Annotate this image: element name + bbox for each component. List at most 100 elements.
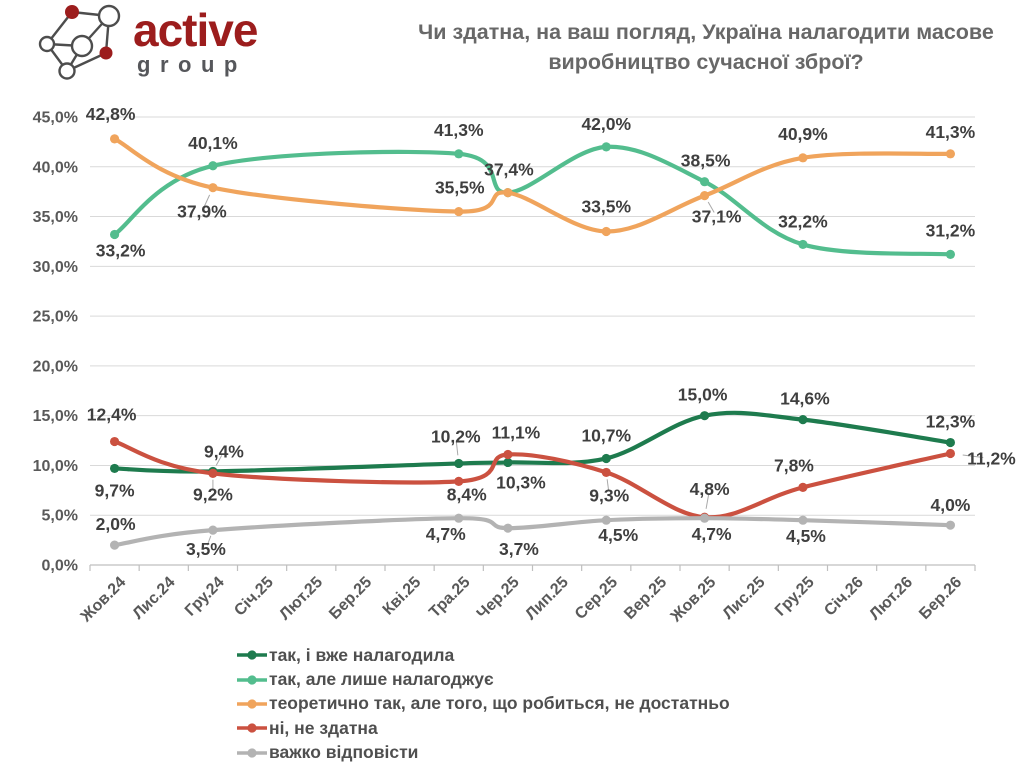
series-points-0 bbox=[109, 411, 956, 477]
data-label: 10,3% bbox=[496, 472, 546, 492]
data-point bbox=[208, 161, 218, 171]
data-label: 31,2% bbox=[926, 220, 976, 240]
y-axis-labels: 0,0% 5,0% 10,0% 15,0% 20,0% 25,0% 30,0% 35,0% 40… bbox=[33, 110, 78, 575]
legend-item-1: так, але лише налагоджує bbox=[237, 667, 957, 691]
data-label: 15,0% bbox=[678, 385, 728, 405]
data-point bbox=[109, 134, 120, 144]
y-axis-tick-label: 25,0% bbox=[33, 309, 78, 326]
data-point bbox=[601, 226, 611, 237]
data-point bbox=[454, 476, 464, 486]
series-labels-2: 42,8% 37,9% 35,5%37,4% 33,5% 37,1% 40,9% 41,3% bbox=[86, 104, 976, 227]
company-logo: active group bbox=[0, 0, 330, 95]
gridlines bbox=[90, 116, 975, 516]
data-point bbox=[699, 411, 710, 421]
data-label: 42,0% bbox=[581, 114, 631, 134]
y-axis-tick-label: 10,0% bbox=[33, 458, 78, 475]
logo-network-icon bbox=[38, 4, 121, 80]
data-point bbox=[699, 513, 710, 523]
x-axis-tick-label: Жов.25 bbox=[667, 574, 719, 626]
data-point bbox=[699, 191, 710, 201]
data-point bbox=[503, 449, 513, 460]
data-label: 9,2% bbox=[193, 484, 233, 504]
data-point bbox=[109, 540, 120, 550]
data-label: 4,7% bbox=[426, 524, 466, 544]
data-label: 8,4% bbox=[447, 484, 487, 504]
legend-marker-icon bbox=[237, 723, 267, 733]
x-axis-tick-label: Бер.26 bbox=[916, 574, 965, 623]
data-label: 4,8% bbox=[690, 479, 730, 499]
data-point bbox=[798, 515, 808, 525]
legend-item-2: теоретично так, але того, що робиться, н… bbox=[237, 692, 957, 716]
data-label: 9,3% bbox=[589, 485, 629, 505]
data-label: 10,7% bbox=[581, 425, 631, 445]
data-point bbox=[945, 520, 956, 530]
series-points-4 bbox=[109, 513, 956, 550]
data-point bbox=[601, 142, 611, 152]
data-point bbox=[798, 239, 808, 250]
data-label: 35,5% bbox=[435, 178, 485, 198]
legend-item-4: важко відповісти bbox=[237, 741, 957, 765]
x-axis-tick-label: Тра.25 bbox=[426, 574, 474, 622]
data-point bbox=[109, 229, 120, 240]
data-label: 9,4% bbox=[204, 441, 244, 461]
series-line-1 bbox=[112, 144, 953, 257]
data-point bbox=[503, 457, 513, 468]
x-axis-tick-label: Лис.25 bbox=[720, 574, 769, 623]
x-axis-tick-label: Січ.26 bbox=[821, 574, 867, 620]
series-points-2 bbox=[109, 134, 956, 237]
data-point bbox=[798, 153, 808, 163]
data-point bbox=[798, 415, 808, 425]
data-point bbox=[454, 206, 464, 217]
data-label: 7,8% bbox=[774, 455, 814, 475]
data-label: 4,0% bbox=[930, 495, 970, 515]
y-axis-tick-label: 5,0% bbox=[42, 508, 78, 525]
data-point bbox=[798, 482, 808, 492]
legend-label: так, і вже налагодила bbox=[269, 644, 455, 665]
x-axis-tick-label: Січ.25 bbox=[231, 574, 277, 620]
data-label: 12,4% bbox=[87, 405, 137, 425]
y-axis-tick-label: 20,0% bbox=[33, 358, 78, 375]
chart-legend: так, і вже налагодила так, але лише налаг… bbox=[237, 643, 957, 765]
legend-item-0: так, і вже налагодила bbox=[237, 643, 957, 667]
x-axis-tick-label: Чер.25 bbox=[474, 574, 523, 623]
legend-marker-icon bbox=[237, 699, 267, 709]
data-label: 33,5% bbox=[581, 196, 631, 216]
x-axis bbox=[89, 564, 976, 571]
data-point bbox=[208, 468, 218, 479]
data-label: 32,2% bbox=[778, 211, 828, 231]
data-point bbox=[601, 515, 611, 525]
legend-marker-icon bbox=[237, 674, 267, 685]
x-axis-tick-label: Вер.25 bbox=[621, 574, 670, 623]
data-label: 4,5% bbox=[598, 525, 638, 545]
data-point bbox=[945, 437, 956, 448]
data-point bbox=[945, 448, 956, 459]
x-axis-tick-label: Гру.25 bbox=[772, 574, 818, 620]
data-point bbox=[454, 149, 464, 159]
legend-label: важко відповісти bbox=[269, 742, 419, 763]
data-point bbox=[601, 467, 611, 478]
data-label: 12,3% bbox=[926, 412, 976, 432]
data-point bbox=[503, 523, 513, 533]
legend-item-3: ні, не здатна bbox=[237, 716, 957, 740]
data-label: 3,7% bbox=[499, 539, 539, 559]
series-points-1 bbox=[109, 142, 956, 259]
data-point bbox=[109, 436, 120, 447]
data-label: 37,4% bbox=[484, 160, 534, 180]
data-label: 4,5% bbox=[786, 526, 826, 546]
data-point bbox=[699, 177, 710, 187]
data-point bbox=[601, 453, 611, 464]
x-axis-tick-label: Лип.25 bbox=[522, 574, 572, 624]
data-label: 41,3% bbox=[926, 122, 976, 142]
data-label: 42,8% bbox=[86, 104, 136, 124]
y-axis-tick-label: 0,0% bbox=[42, 558, 78, 575]
x-axis-tick-label: Лют.25 bbox=[276, 574, 326, 624]
series-labels-1: 33,2% 40,1% 41,3% 42,0% 38,5% 32,2% 31,2% bbox=[96, 114, 976, 261]
data-label: 3,5% bbox=[186, 539, 226, 559]
data-label: 11,2% bbox=[967, 448, 1016, 468]
x-axis-tick-label: Бер.25 bbox=[326, 574, 375, 623]
data-point bbox=[208, 525, 218, 535]
series-labels-4: 2,0% 3,5% 4,7% 3,7% 4,5% 4,7% 4,5% 4,0% bbox=[96, 495, 971, 559]
